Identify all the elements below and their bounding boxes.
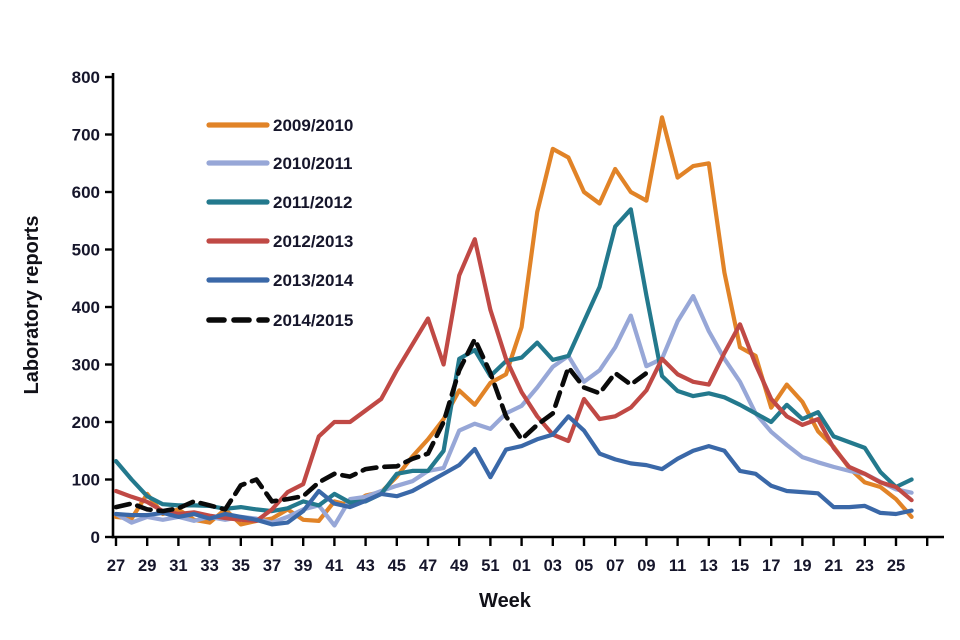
x-tick-label: 07 (606, 557, 624, 575)
x-tick-label: 41 (325, 557, 343, 575)
x-tick-label: 09 (637, 557, 655, 575)
x-tick-label: 27 (107, 557, 125, 575)
series-line-2009-2010 (113, 115, 914, 527)
x-tick-label: 39 (294, 557, 312, 575)
x-tick-label: 11 (669, 557, 686, 575)
x-tick-label: 49 (450, 557, 468, 575)
legend-label-2009-2010: 2009/2010 (273, 116, 353, 135)
y-tick-label: 200 (72, 413, 100, 432)
x-tick-label: 35 (232, 557, 250, 575)
x-tick-label: 21 (824, 557, 842, 575)
chart-legend: 2009/2010 2010/2011 2011/2012 2012/2013 2013… (206, 116, 354, 330)
y-tick-label: 100 (72, 471, 100, 490)
x-tick-label: 51 (481, 557, 499, 575)
x-tick-label: 01 (512, 557, 530, 575)
x-axis-title: Week (479, 590, 532, 612)
x-tick-label: 05 (575, 557, 593, 575)
legend-label-2013-2014: 2013/2014 (273, 271, 354, 290)
series-line-2011-2012 (113, 207, 914, 514)
x-tick-label: 47 (419, 557, 437, 575)
y-tick-label: 700 (72, 126, 100, 145)
x-tick-label: 33 (200, 557, 218, 575)
legend-label-2010-2011: 2010/2011 (273, 154, 352, 173)
y-tick-label: 500 (72, 241, 100, 260)
y-tick-label: 800 (72, 68, 100, 87)
series-line-2014-2015 (113, 336, 649, 514)
x-tick-label: 13 (700, 557, 718, 575)
y-tick-label: 0 (91, 528, 100, 547)
y-tick-label: 600 (72, 183, 100, 202)
x-tick-label: 25 (887, 557, 905, 575)
y-axis-title: Laboratory reports (21, 216, 43, 395)
x-tick-label: 43 (356, 557, 374, 575)
legend-label-2011-2012: 2011/2012 (273, 193, 352, 212)
x-tick-label: 29 (138, 557, 156, 575)
legend-label-2012-2013: 2012/2013 (273, 232, 353, 251)
x-tick-label: 23 (856, 557, 874, 575)
x-tick-label: 17 (762, 557, 780, 575)
x-tick-label: 31 (169, 557, 187, 575)
y-tick-label: 400 (72, 298, 100, 317)
x-tick-label: 03 (544, 557, 562, 575)
x-tick-label: 45 (388, 557, 406, 575)
series-line-2013-2014 (113, 414, 914, 527)
series-lines (113, 115, 914, 528)
y-tick-label: 300 (72, 356, 100, 375)
x-tick-label: 15 (731, 557, 749, 575)
axes: 0 100 200 300 400 500 600 700 800 27 29 31 33 35 37 39 4… (72, 68, 944, 575)
x-tick-label: 19 (793, 557, 811, 575)
x-tick-label: 37 (263, 557, 281, 575)
legend-label-2014-2015: 2014/2015 (273, 311, 353, 330)
